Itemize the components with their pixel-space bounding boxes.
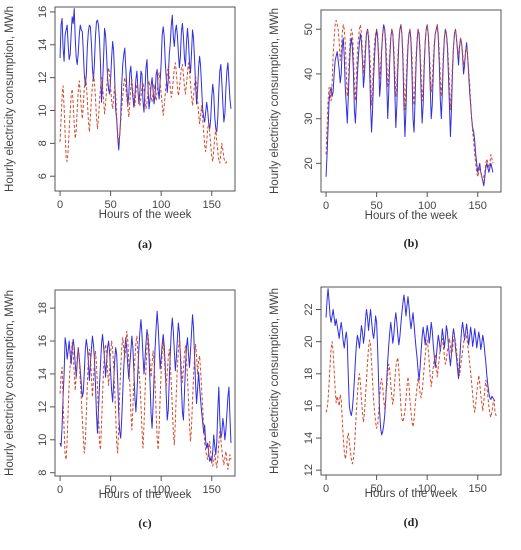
x-axis-label: Hours of the week	[365, 210, 458, 222]
x-tick-label: 50	[104, 199, 116, 211]
panel-label: (c)	[138, 516, 151, 530]
y-axis-label: Hourly electricity consumption, MWh	[4, 6, 16, 192]
x-tick-label: 150	[203, 484, 221, 496]
x-tick-label: 150	[469, 483, 487, 495]
x-tick-label: 100	[152, 199, 170, 211]
y-axis-label: Hourly electricity consumption, MWh	[4, 290, 16, 476]
series-line-solid	[325, 24, 494, 187]
x-tick-label: 50	[104, 484, 116, 496]
x-axis-label: Hours of the week	[99, 209, 192, 221]
x-tick-label: 0	[323, 200, 329, 212]
series-line-solid	[325, 288, 496, 436]
x-tick-label: 0	[57, 199, 63, 211]
chart-panel-1: 0 50 100 150 6 8 10 12 14 16 Hours of the week Hour…	[4, 6, 236, 251]
y-tick-label: 30	[303, 113, 315, 125]
x-tick-label: 0	[57, 484, 63, 496]
chart-panel-4: 0 50 100 150 12 14 16 18 20 22 Hours of the week Ho…	[269, 286, 502, 529]
y-axis-label: Hourly electricity consumption, MWh	[269, 8, 281, 194]
y-tick-label: 50	[303, 23, 315, 35]
panel-label: (d)	[404, 515, 419, 529]
y-tick-label: 16	[303, 400, 315, 412]
y-tick-label: 6	[37, 173, 49, 179]
series-line-dashed	[325, 19, 494, 182]
y-tick-label: 12	[303, 464, 315, 476]
x-tick-label: 50	[370, 200, 382, 212]
y-tick-label: 10	[37, 104, 49, 116]
x-axis-label: Hours of the week	[99, 489, 192, 501]
x-tick-label: 150	[469, 200, 487, 212]
plot-frame	[320, 286, 502, 476]
x-axis-label: Hours of the week	[365, 488, 458, 500]
series-line-dashed	[325, 331, 498, 465]
x-tick-label: 100	[152, 484, 170, 496]
series-line-solid	[59, 8, 232, 151]
panel-label: (b)	[404, 236, 419, 250]
y-tick-label: 14	[37, 39, 49, 51]
plot-frame	[54, 6, 236, 192]
y-tick-label: 12	[37, 401, 49, 413]
y-tick-label: 20	[303, 336, 315, 348]
y-tick-label: 14	[303, 432, 315, 444]
plot-frame	[320, 9, 502, 193]
y-tick-label: 8	[37, 140, 49, 146]
y-tick-label: 18	[303, 368, 315, 380]
x-tick-label: 100	[418, 483, 436, 495]
series-line-solid	[59, 310, 232, 464]
y-tick-label: 22	[303, 303, 315, 315]
y-tick-label: 10	[37, 434, 49, 446]
y-tick-label: 14	[37, 368, 49, 380]
x-tick-label: 100	[418, 200, 436, 212]
panel-label: (a)	[138, 237, 152, 251]
x-tick-label: 150	[203, 199, 221, 211]
x-tick-label: 50	[370, 483, 382, 495]
x-tick-label: 0	[323, 483, 329, 495]
y-axis-label: Hourly electricity consumption, MWh	[269, 288, 281, 474]
series-line-dashed	[59, 330, 232, 470]
series-line-dashed	[59, 62, 228, 164]
y-tick-label: 18	[37, 302, 49, 314]
y-tick-label: 16	[37, 335, 49, 347]
y-tick-label: 12	[37, 72, 49, 84]
y-tick-label: 40	[303, 68, 315, 80]
y-tick-label: 8	[37, 470, 49, 476]
chart-panel-3: 0 50 100 150 8 10 12 14 16 18 Hours of the week Hou…	[4, 289, 236, 530]
plot-frame	[54, 289, 236, 477]
y-tick-label: 16	[37, 6, 49, 18]
y-tick-label: 20	[303, 157, 315, 169]
